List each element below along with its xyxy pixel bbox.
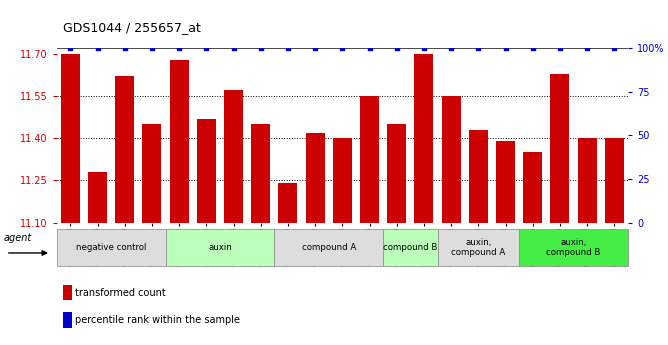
Point [255, 46, 266, 51]
Bar [57, 229, 166, 266]
Bar [360, 96, 379, 223]
Point [174, 46, 184, 51]
Point [473, 46, 484, 51]
Bar [519, 229, 628, 266]
Text: percentile rank within the sample: percentile rank within the sample [75, 315, 240, 325]
Bar [496, 141, 515, 223]
Bar [279, 183, 297, 223]
Bar [61, 54, 80, 223]
Bar [414, 54, 434, 223]
Text: negative control: negative control [76, 243, 146, 252]
Point [609, 46, 620, 51]
Bar [88, 172, 107, 223]
Bar [383, 229, 438, 266]
Bar [170, 60, 188, 223]
Point [391, 46, 402, 51]
Point [554, 46, 565, 51]
Bar [387, 124, 406, 223]
Bar [251, 124, 271, 223]
Text: compound B: compound B [383, 243, 438, 252]
Point [120, 46, 130, 51]
Point [500, 46, 511, 51]
Bar [523, 152, 542, 223]
Text: auxin,
compound B: auxin, compound B [546, 238, 601, 257]
Text: GDS1044 / 255657_at: GDS1044 / 255657_at [63, 21, 201, 34]
Point [446, 46, 456, 51]
Point [528, 46, 538, 51]
Text: auxin: auxin [208, 243, 232, 252]
Point [147, 46, 158, 51]
Point [582, 46, 593, 51]
Bar [306, 132, 325, 223]
Bar [166, 229, 275, 266]
Point [283, 46, 293, 51]
Point [201, 46, 212, 51]
Text: auxin,
compound A: auxin, compound A [451, 238, 506, 257]
Bar [333, 138, 352, 223]
Bar [438, 229, 519, 266]
Bar [275, 229, 383, 266]
Point [310, 46, 321, 51]
Text: agent: agent [3, 234, 31, 244]
Bar [469, 130, 488, 223]
Point [92, 46, 103, 51]
Text: transformed count: transformed count [75, 288, 166, 297]
Point [364, 46, 375, 51]
Bar [605, 138, 624, 223]
Point [419, 46, 430, 51]
Bar [197, 119, 216, 223]
Bar [442, 96, 461, 223]
Text: compound A: compound A [302, 243, 356, 252]
Point [337, 46, 347, 51]
Bar [116, 76, 134, 223]
Bar [224, 90, 243, 223]
Point [65, 46, 75, 51]
Bar [550, 73, 569, 223]
Bar [578, 138, 597, 223]
Point [228, 46, 239, 51]
Bar [142, 124, 162, 223]
